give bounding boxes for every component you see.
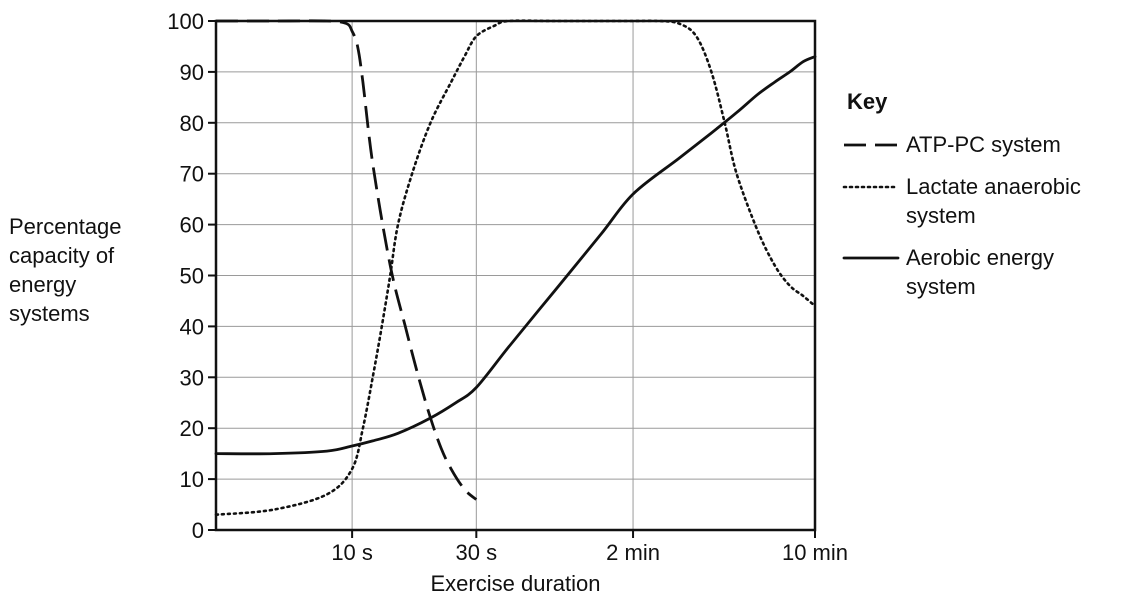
x-tick-label: 30 s: [456, 540, 498, 565]
series-line-dashed: [216, 19, 478, 501]
y-axis-title-line: energy: [9, 272, 76, 297]
legend-label: system: [906, 203, 976, 228]
series-lines: [214, 19, 817, 516]
series-line-dotted: [214, 19, 817, 516]
x-tick-label: 10 min: [782, 540, 848, 565]
y-tick-label: 50: [180, 264, 204, 289]
legend: Key ATP-PC system Lactate anaerobic system…: [842, 89, 1081, 299]
y-axis-title-line: capacity of: [9, 243, 115, 268]
x-axis-ticks: 10 s 30 s 2 min 10 min: [331, 530, 848, 565]
y-tick-label: 60: [180, 213, 204, 238]
legend-title: Key: [847, 89, 888, 114]
y-tick-label: 80: [180, 111, 204, 136]
legend-label: system: [906, 274, 976, 299]
y-axis-ticks: 0 10 20 30 40 50 60 70 80 90 100: [167, 9, 216, 543]
y-axis-title: Percentage capacity of energy systems: [9, 214, 122, 326]
y-axis-title-line: systems: [9, 301, 90, 326]
legend-label: Lactate anaerobic: [906, 174, 1081, 199]
x-tick-label: 2 min: [606, 540, 660, 565]
y-tick-label: 40: [180, 314, 204, 339]
series-line-solid: [214, 55, 817, 456]
y-tick-label: 100: [167, 9, 204, 34]
y-tick-label: 20: [180, 416, 204, 441]
legend-label: Aerobic energy: [906, 245, 1054, 270]
y-tick-label: 0: [192, 518, 204, 543]
y-tick-label: 10: [180, 467, 204, 492]
y-tick-label: 70: [180, 162, 204, 187]
y-tick-label: 30: [180, 365, 204, 390]
x-axis-title: Exercise duration: [431, 571, 601, 596]
legend-label: ATP-PC system: [906, 132, 1061, 157]
x-tick-label: 10 s: [331, 540, 373, 565]
y-tick-label: 90: [180, 60, 204, 85]
y-axis-title-line: Percentage: [9, 214, 122, 239]
